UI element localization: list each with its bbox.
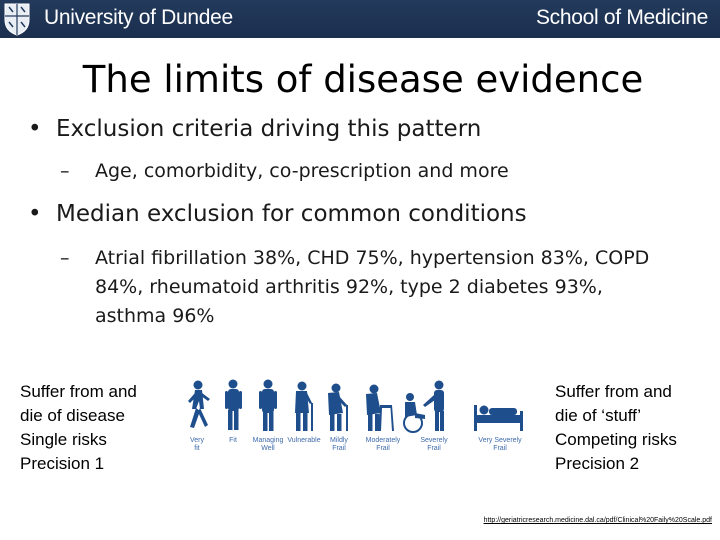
right-line: Competing risks	[555, 430, 677, 449]
vulnerable-figure-icon	[295, 381, 313, 431]
very-fit-figure-icon	[188, 380, 210, 428]
slide-title: The limits of disease evidence	[82, 58, 644, 101]
sub-bullet-2-text: Atrial fibrillation 38%, CHD 75%, hypert…	[95, 247, 650, 327]
dash-marker: –	[60, 160, 70, 182]
scale-label: Very fit	[189, 437, 204, 452]
right-line: Suffer from and	[555, 382, 672, 401]
right-text-box: Suffer from and die of ‘stuff’ Competing…	[555, 380, 677, 476]
mildly-frail-figure-icon	[328, 383, 348, 431]
bullet-2-text: Median exclusion for common conditions	[56, 201, 527, 227]
bullet-1-text: Exclusion criteria driving this pattern	[56, 116, 482, 142]
bullet-marker: •	[28, 116, 42, 142]
very-severely-frail-figure-icon	[474, 405, 523, 431]
scale-label: Severely Frail	[420, 437, 448, 452]
right-line: die of ‘stuff’	[555, 406, 641, 425]
bullet-2: • Median exclusion for common conditions	[28, 201, 527, 227]
sub-bullet-1: – Age, comorbidity, co-prescription and m…	[60, 160, 509, 182]
scale-label: Managing Well	[252, 437, 284, 452]
moderately-frail-figure-icon	[366, 384, 394, 431]
left-line: Suffer from and	[20, 382, 137, 401]
right-line: Precision 2	[555, 454, 640, 473]
left-line: die of disease	[20, 406, 125, 425]
bullet-1: • Exclusion criteria driving this pattern	[28, 116, 481, 142]
source-url-link[interactable]: http://geriatricresearch.medicine.dal.ca…	[483, 517, 712, 524]
school-name: School of Medicine	[535, 6, 708, 29]
bullet-marker: •	[28, 201, 42, 227]
header-bar: University of Dundee School of Medicine	[0, 0, 720, 38]
sub-bullet-1-text: Age, comorbidity, co-prescription and mo…	[95, 160, 509, 182]
scale-label: Fit	[229, 437, 237, 444]
frailty-figures-graphic	[188, 379, 523, 433]
severely-frail-figure-icon	[403, 380, 444, 433]
scale-label: Moderately Frail	[365, 437, 401, 452]
university-crest-icon	[4, 3, 30, 36]
left-line: Single risks	[20, 430, 107, 449]
scale-label: Mildly Frail	[330, 437, 348, 452]
university-name: University of Dundee	[44, 6, 233, 29]
left-text-box: Suffer from and die of disease Single ri…	[20, 380, 137, 476]
frailty-scale-figure: Very fit Fit Managing Well Vulnerable Mild…	[178, 375, 528, 467]
left-line: Precision 1	[20, 454, 105, 473]
scale-label: Vulnerable	[287, 437, 321, 444]
managing-well-figure-icon	[259, 379, 277, 431]
fit-figure-icon	[225, 379, 242, 430]
scale-label: Very Severely Frail	[478, 437, 522, 452]
dash-marker: –	[60, 247, 70, 269]
sub-bullet-2: – Atrial fibrillation 38%, CHD 75%, hyper…	[60, 244, 680, 331]
